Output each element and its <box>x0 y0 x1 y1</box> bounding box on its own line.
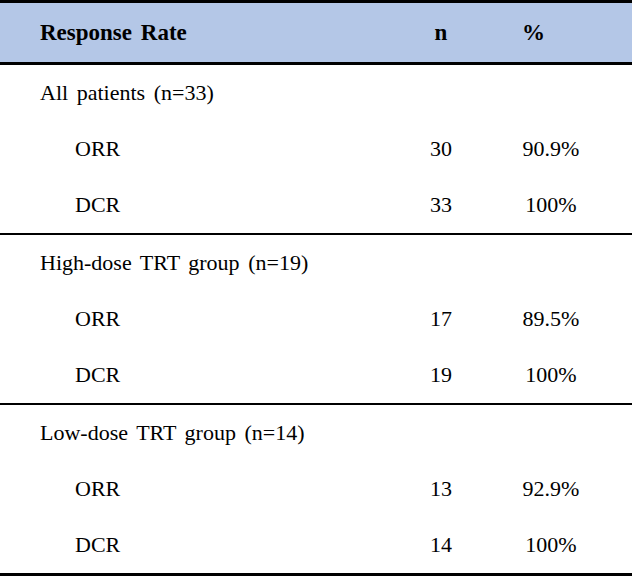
row-n-value: 17 <box>396 306 486 332</box>
header-response-rate: Response Rate <box>0 20 396 46</box>
row-label: ORR <box>0 136 396 162</box>
row-label: DCR <box>0 362 396 388</box>
table-row-orr: ORR 13 92.9% <box>0 461 632 517</box>
group-label: All patients (n=33) <box>0 80 396 106</box>
row-label: ORR <box>0 476 396 502</box>
table-header-row: Response Rate n % <box>0 3 632 65</box>
row-n-value: 33 <box>396 192 486 218</box>
row-n-value: 19 <box>396 362 486 388</box>
group-label-row: All patients (n=33) <box>0 65 632 121</box>
row-n-value: 14 <box>396 532 486 558</box>
section-high-dose: High-dose TRT group (n=19) ORR 17 89.5% … <box>0 235 632 403</box>
header-percent: % <box>486 20 616 46</box>
row-pct-value: 100% <box>486 532 616 558</box>
group-label-row: Low-dose TRT group (n=14) <box>0 405 632 461</box>
row-label: ORR <box>0 306 396 332</box>
section-low-dose: Low-dose TRT group (n=14) ORR 13 92.9% D… <box>0 405 632 573</box>
group-label: Low-dose TRT group (n=14) <box>0 420 396 446</box>
response-rate-table: Response Rate n % All patients (n=33) OR… <box>0 0 632 576</box>
row-pct-value: 90.9% <box>486 136 616 162</box>
table-row-dcr: DCR 14 100% <box>0 517 632 573</box>
table-row-orr: ORR 17 89.5% <box>0 291 632 347</box>
row-pct-value: 100% <box>486 192 616 218</box>
row-label: DCR <box>0 192 396 218</box>
group-label-row: High-dose TRT group (n=19) <box>0 235 632 291</box>
table-row-dcr: DCR 19 100% <box>0 347 632 403</box>
row-n-value: 13 <box>396 476 486 502</box>
row-pct-value: 92.9% <box>486 476 616 502</box>
table-row-orr: ORR 30 90.9% <box>0 121 632 177</box>
row-pct-value: 89.5% <box>486 306 616 332</box>
row-label: DCR <box>0 532 396 558</box>
table-row-dcr: DCR 33 100% <box>0 177 632 233</box>
section-all-patients: All patients (n=33) ORR 30 90.9% DCR 33 … <box>0 65 632 233</box>
row-n-value: 30 <box>396 136 486 162</box>
group-label: High-dose TRT group (n=19) <box>0 250 396 276</box>
header-n: n <box>396 20 486 46</box>
row-pct-value: 100% <box>486 362 616 388</box>
